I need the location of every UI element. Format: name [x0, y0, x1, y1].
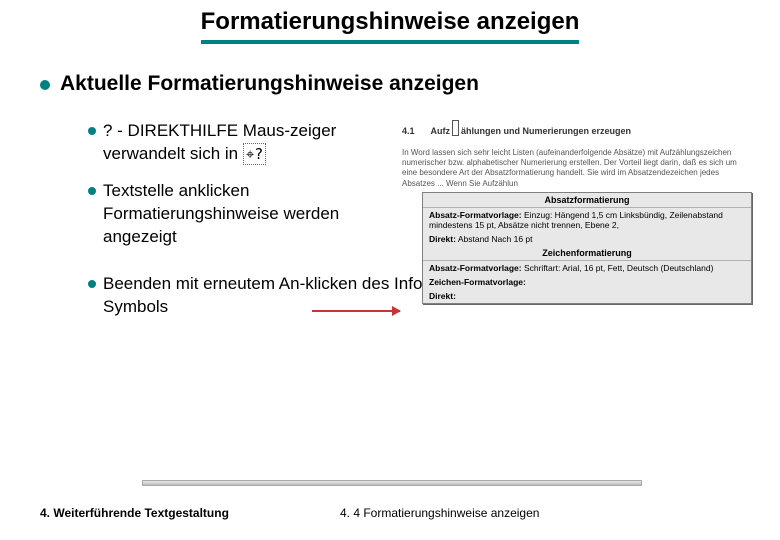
title-wrap: Formatierungshinweise anzeigen — [0, 0, 780, 44]
tooltip-row: Zeichen-Formatvorlage: — [423, 275, 751, 289]
formatting-tooltip: Absatzformatierung Absatz-Formatvorlage:… — [422, 192, 752, 304]
footer-rule — [142, 480, 642, 486]
footer: 4. Weiterführende Textgestaltung 4. 4 Fo… — [40, 506, 740, 520]
tooltip-value: Abstand Nach 16 pt — [458, 234, 533, 244]
bullet-icon — [88, 280, 96, 288]
tooltip-header-paragraph: Absatzformatierung — [423, 193, 751, 208]
bullet-icon — [88, 187, 96, 195]
tooltip-label: Absatz-Formatvorlage: — [429, 263, 522, 273]
sample-heading-row: 4.1 Aufzählungen und Numerierungen erzeu… — [402, 120, 740, 138]
slide-title: Formatierungshinweise anzeigen — [201, 8, 580, 44]
footer-right: 4. 4 Formatierungshinweise anzeigen — [340, 506, 539, 520]
tooltip-row: Absatz-Formatvorlage: Einzug: Hängend 1,… — [423, 208, 751, 232]
bullet-item-1: ? - DIREKTHILFE Maus-zeiger verwandelt s… — [88, 120, 388, 166]
section-number: 4.1 — [402, 126, 428, 138]
section-title: Aufzählungen und Numerierungen erzeugen — [431, 126, 632, 136]
body-row: ? - DIREKTHILFE Maus-zeiger verwandelt s… — [40, 120, 740, 263]
left-column: ? - DIREKTHILFE Maus-zeiger verwandelt s… — [88, 120, 388, 263]
content-area: Aktuelle Formatierungshinweise anzeigen … — [0, 44, 780, 319]
bullet-1-pre: ? - DIREKTHILFE Maus-zeiger verwandelt s… — [103, 121, 336, 163]
tooltip-label: Absatz-Formatvorlage: — [429, 210, 522, 220]
tooltip-row: Absatz-Formatvorlage: Schriftart: Arial,… — [423, 261, 751, 275]
heading-bullet: Aktuelle Formatierungshinweise anzeigen — [40, 72, 740, 96]
sample-document: 4.1 Aufzählungen und Numerierungen erzeu… — [402, 120, 740, 189]
sample-paragraph: In Word lassen sich sehr leicht Listen (… — [402, 148, 740, 190]
heading-text: Aktuelle Formatierungshinweise anzeigen — [60, 72, 479, 96]
tooltip-row: Direkt: Abstand Nach 16 pt — [423, 232, 751, 246]
tooltip-row: Direkt: — [423, 289, 751, 303]
bullet-text-2: Textstelle anklicken Formatierungshinwei… — [103, 180, 388, 249]
bullet-text-3: Beenden mit erneutem An-klicken des Info… — [103, 273, 460, 319]
bullet-item-3: Beenden mit erneutem An-klicken des Info… — [88, 273, 460, 319]
tooltip-value: Schriftart: Arial, 16 pt, Fett, Deutsch … — [524, 263, 713, 273]
text-cursor-icon — [452, 120, 459, 136]
tooltip-label: Direkt: — [429, 291, 456, 301]
arrow-icon — [312, 310, 400, 312]
tooltip-label: Zeichen-Formatvorlage: — [429, 277, 526, 287]
bullet-icon — [88, 127, 96, 135]
help-cursor-icon: ⌖? — [243, 143, 266, 165]
bullet-icon — [40, 80, 50, 90]
slide: Formatierungshinweise anzeigen Aktuelle … — [0, 0, 780, 540]
tooltip-header-char: Zeichenformatierung — [423, 246, 751, 261]
footer-left: 4. Weiterführende Textgestaltung — [40, 506, 340, 520]
tooltip-label: Direkt: — [429, 234, 456, 244]
bullet-text-1: ? - DIREKTHILFE Maus-zeiger verwandelt s… — [103, 120, 388, 166]
right-column: 4.1 Aufzählungen und Numerierungen erzeu… — [402, 120, 740, 263]
bullet-item-2: Textstelle anklicken Formatierungshinwei… — [88, 180, 388, 249]
